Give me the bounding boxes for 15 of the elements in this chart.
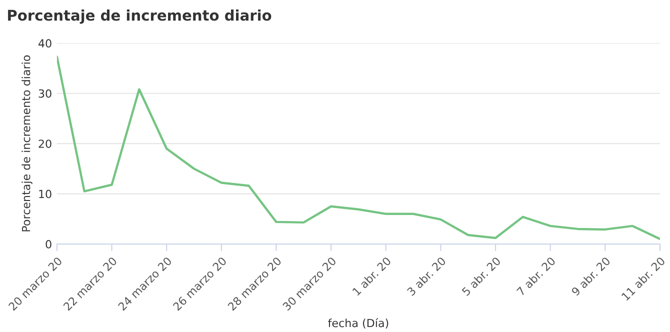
- y-tick-label: 30: [38, 89, 52, 98]
- y-tick-label: 20: [38, 140, 52, 148]
- y-tick-label: 40: [38, 39, 52, 48]
- x-tick-label: 11 abr. 20: [621, 256, 666, 301]
- y-axis-title: Porcentaje de incremento diario: [22, 55, 32, 232]
- y-tick-label: 10: [39, 190, 52, 198]
- x-tick-label: 3 abr. 20: [406, 256, 446, 296]
- x-tick-label: 9 abr. 20: [570, 256, 611, 296]
- x-tick-label: 1 abr. 20: [352, 256, 392, 296]
- x-tick-label: 5 abr. 20: [461, 256, 502, 296]
- line-series: [56, 56, 660, 240]
- chart-title: Porcentaje de incremento diario: [8, 9, 272, 24]
- x-axis-title: fecha (Día): [328, 318, 388, 329]
- y-tick-label: 0: [46, 240, 52, 248]
- x-tick-label: 7 abr. 20: [516, 256, 556, 296]
